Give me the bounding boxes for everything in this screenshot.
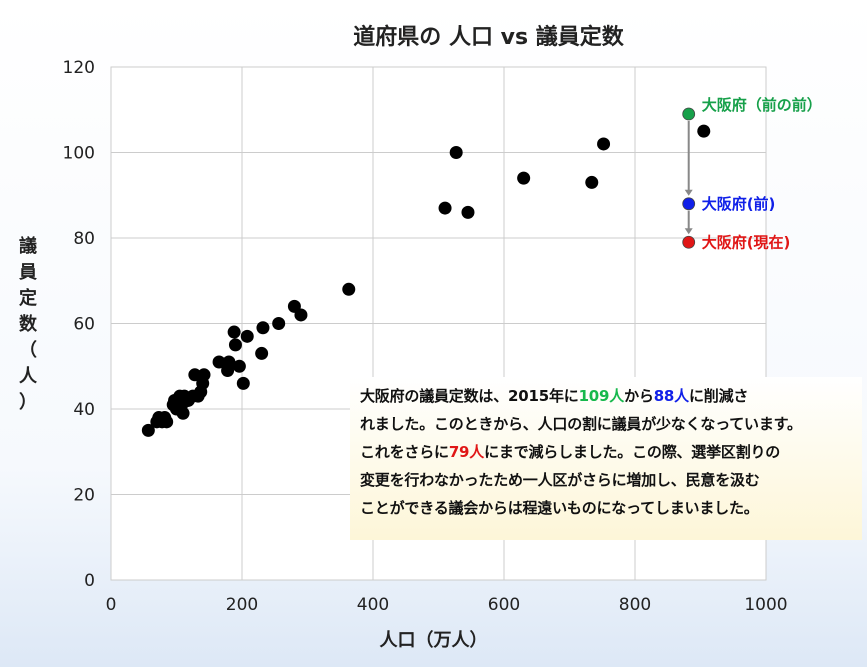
note-line-3: これをさらに79人にまで減らしました。この際、選挙区割りの bbox=[360, 438, 852, 466]
data-point bbox=[294, 308, 308, 322]
note-line-5: ことができる議会からは程遠いものになってしまいました。 bbox=[360, 499, 759, 517]
y-axis-label-char: 数 bbox=[19, 313, 38, 335]
data-point bbox=[236, 376, 250, 390]
note-text: に削減さ bbox=[688, 387, 749, 405]
data-point bbox=[272, 317, 286, 330]
x-tick-label: 800 bbox=[619, 595, 651, 615]
osaka-label: 大阪府(前) bbox=[702, 195, 776, 213]
chart-title: 道府県の 人口 vs 議員定数 bbox=[353, 24, 624, 50]
osaka-label: 大阪府(現在) bbox=[702, 233, 791, 251]
y-tick-label: 20 bbox=[73, 486, 95, 506]
annotation-box: 大阪府の議員定数は、2015年に109人から88人に削減さ れました。このときか… bbox=[350, 377, 862, 540]
note-text: にまで減らしました。この際、選挙区割りの bbox=[484, 443, 781, 461]
y-tick-label: 120 bbox=[63, 58, 95, 78]
note-value-79: 79人 bbox=[448, 443, 485, 461]
note-text: 大阪府の議員定数は、2015年に bbox=[360, 387, 579, 405]
osaka-point bbox=[682, 107, 696, 121]
transition-arrow-head bbox=[684, 228, 693, 235]
y-axis-label-char: ） bbox=[19, 392, 37, 413]
osaka-label: 大阪府（前の前） bbox=[702, 96, 822, 114]
note-value-88: 88人 bbox=[653, 387, 689, 405]
data-point bbox=[597, 137, 611, 151]
data-point bbox=[461, 205, 475, 219]
y-axis-label-char: （ bbox=[19, 340, 37, 361]
note-line-4: 変更を行わなかったため一人区がさらに増加し、民意を汲む bbox=[360, 471, 760, 489]
x-tick-label: 600 bbox=[488, 595, 520, 615]
y-axis-label-char: 人 bbox=[19, 366, 38, 387]
data-point bbox=[228, 338, 242, 352]
y-axis-label-char: 員 bbox=[18, 262, 37, 283]
data-point bbox=[449, 146, 463, 159]
data-point bbox=[585, 175, 599, 189]
note-text: これをさらに bbox=[360, 443, 449, 461]
data-point bbox=[517, 171, 531, 185]
data-point bbox=[212, 355, 226, 369]
y-tick-label: 60 bbox=[73, 315, 95, 335]
data-point bbox=[256, 321, 270, 335]
y-tick-label: 0 bbox=[84, 571, 95, 591]
data-point bbox=[141, 423, 155, 437]
data-point bbox=[697, 124, 711, 138]
x-tick-label: 200 bbox=[226, 595, 258, 615]
data-point bbox=[240, 329, 254, 343]
data-point bbox=[188, 368, 202, 382]
y-axis-label-char: 定 bbox=[19, 287, 37, 309]
data-point bbox=[232, 359, 246, 373]
data-point bbox=[342, 282, 356, 296]
data-point bbox=[255, 346, 269, 360]
data-point bbox=[438, 201, 452, 215]
x-tick-label: 1000 bbox=[744, 595, 787, 615]
y-axis-label-char: 議 bbox=[19, 235, 37, 257]
x-tick-label: 0 bbox=[106, 595, 117, 615]
osaka-point bbox=[682, 235, 696, 249]
note-text: から bbox=[624, 387, 654, 405]
data-point bbox=[197, 368, 211, 382]
data-point bbox=[176, 406, 190, 420]
data-point bbox=[222, 355, 236, 369]
transition-arrow-head bbox=[684, 189, 693, 196]
note-value-109: 109人 bbox=[578, 387, 625, 405]
x-tick-label: 400 bbox=[357, 595, 389, 615]
data-point bbox=[227, 325, 241, 339]
data-point bbox=[160, 415, 174, 429]
x-axis-label: 人口（万人） bbox=[380, 630, 488, 651]
osaka-point bbox=[682, 197, 696, 211]
note-line-1: 大阪府の議員定数は、2015年に109人から88人に削減さ bbox=[360, 382, 852, 410]
y-tick-label: 80 bbox=[73, 229, 95, 249]
y-tick-label: 100 bbox=[63, 144, 95, 164]
note-line-2: れました。このときから、人口の割に議員が少なくなっています。 bbox=[360, 415, 802, 433]
y-tick-label: 40 bbox=[73, 400, 95, 420]
